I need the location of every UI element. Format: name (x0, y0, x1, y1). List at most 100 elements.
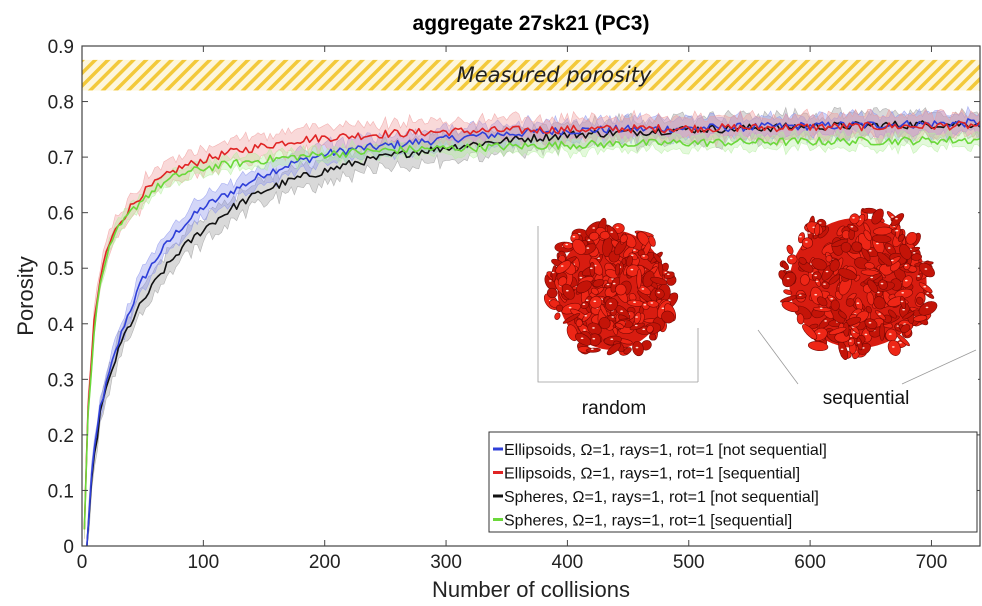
aggregate-highlight (895, 218, 898, 220)
aggregate-highlight (820, 308, 823, 310)
aggregate-highlight (901, 292, 904, 294)
aggregate-highlight (657, 292, 660, 294)
aggregate-highlight (818, 333, 821, 335)
aggregate-highlight (790, 258, 793, 260)
aggregate-highlight (588, 239, 591, 241)
y-tick-label: 0.7 (48, 148, 74, 169)
aggregate-highlight (857, 342, 860, 344)
aggregate-highlight (620, 310, 623, 312)
aggregate-highlight (870, 277, 873, 279)
legend-label: Spheres, Ω=1, rays=1, rot=1 [sequential] (504, 513, 792, 530)
y-tick-label: 0.8 (48, 93, 74, 114)
aggregate-particle (640, 254, 649, 260)
aggregate-highlight (892, 346, 895, 348)
aggregate-highlight (905, 280, 908, 282)
x-tick-label: 0 (77, 552, 88, 573)
aggregate-highlight (642, 288, 645, 290)
aggregate-particle (880, 324, 885, 341)
aggregate-particle (622, 258, 627, 265)
aggregate-highlight (549, 280, 552, 282)
aggregate-highlight (633, 249, 636, 251)
aggregate-highlight (888, 247, 891, 249)
aggregate-highlight (805, 241, 808, 243)
aggregate-highlight (635, 316, 638, 318)
aggregate-highlight (569, 307, 572, 309)
chart-title: aggregate 27sk21 (PC3) (413, 12, 650, 35)
aggregate-highlight (823, 283, 826, 285)
y-tick-label: 0.1 (48, 481, 74, 502)
aggregate-highlight (592, 327, 595, 329)
x-tick-label: 200 (309, 552, 341, 573)
aggregate-highlight (852, 217, 855, 219)
aggregate-highlight (841, 349, 844, 351)
aggregate-highlight (610, 231, 613, 233)
y-tick-label: 0.9 (48, 37, 74, 58)
x-axis-label: Number of collisions (432, 577, 630, 602)
aggregate-highlight (925, 268, 928, 270)
aggregate-highlight (592, 227, 595, 229)
aggregate-highlight (593, 301, 596, 303)
aggregate-highlight (851, 226, 854, 228)
measured-porosity-band: Measured porosity (82, 60, 980, 91)
aggregate-highlight (592, 338, 595, 340)
aggregate-highlight (667, 274, 670, 276)
aggregate-highlight (926, 293, 929, 295)
aggregate-highlight (881, 283, 884, 285)
aggregate-highlight (889, 333, 892, 335)
aggregate-highlight (891, 260, 894, 262)
aggregate-highlight (849, 340, 852, 342)
legend-label: Spheres, Ω=1, rays=1, rot=1 [not sequent… (504, 489, 819, 506)
aggregate-particle (576, 319, 583, 327)
aggregate-highlight (902, 309, 905, 311)
aggregate-highlight (824, 320, 827, 322)
aggregate-highlight (662, 308, 665, 310)
x-tick-label: 400 (552, 552, 584, 573)
x-tick-label: 600 (794, 552, 826, 573)
x-tick-label: 100 (187, 552, 219, 573)
aggregate-highlight (857, 302, 860, 304)
legend-label: Ellipsoids, Ω=1, rays=1, rot=1 [sequenti… (504, 466, 800, 483)
aggregate-highlight (590, 268, 593, 270)
y-tick-label: 0.5 (48, 259, 74, 280)
aggregate-highlight (583, 329, 586, 331)
aggregate-highlight (869, 322, 872, 324)
aggregate-highlight (891, 216, 894, 218)
y-tick-label: 0 (63, 537, 74, 558)
aggregate-highlight (591, 348, 594, 350)
y-tick-label: 0.4 (48, 315, 75, 336)
aggregate-highlight (923, 286, 926, 288)
aggregate-highlight (631, 269, 634, 271)
aggregate-highlight (650, 302, 653, 304)
x-tick-label: 300 (430, 552, 462, 573)
x-tick-label: 500 (673, 552, 705, 573)
aggregate-highlight (610, 338, 613, 340)
inset-sequential-label: sequential (823, 388, 910, 409)
aggregate-highlight (799, 236, 802, 238)
aggregate-highlight (566, 290, 569, 292)
y-tick-label: 0.2 (48, 426, 74, 447)
aggregate-highlight (584, 315, 587, 317)
aggregate-highlight (799, 295, 802, 297)
aggregate-highlight (808, 232, 811, 234)
aggregate-highlight (643, 304, 646, 306)
aggregate-highlight (552, 272, 555, 274)
aggregate-particle (826, 255, 832, 262)
aggregate-particle (637, 269, 642, 288)
y-tick-label: 0.3 (48, 370, 74, 391)
aggregate-highlight (926, 307, 929, 309)
aggregate-highlight (899, 342, 902, 344)
aggregate-highlight (587, 247, 590, 249)
aggregate-highlight (607, 284, 610, 286)
aggregate-highlight (830, 298, 833, 300)
legend: Ellipsoids, Ω=1, rays=1, rot=1 [not sequ… (489, 432, 977, 532)
inset-random: random (520, 217, 712, 419)
aggregate-highlight (635, 325, 638, 327)
aggregate-highlight (583, 304, 586, 306)
aggregate-highlight (580, 277, 583, 279)
aggregate-highlight (878, 313, 881, 315)
aggregate-highlight (573, 236, 576, 238)
aggregate-highlight (609, 303, 612, 305)
aggregate-highlight (876, 243, 879, 245)
inset-sequential: sequential (752, 196, 978, 409)
